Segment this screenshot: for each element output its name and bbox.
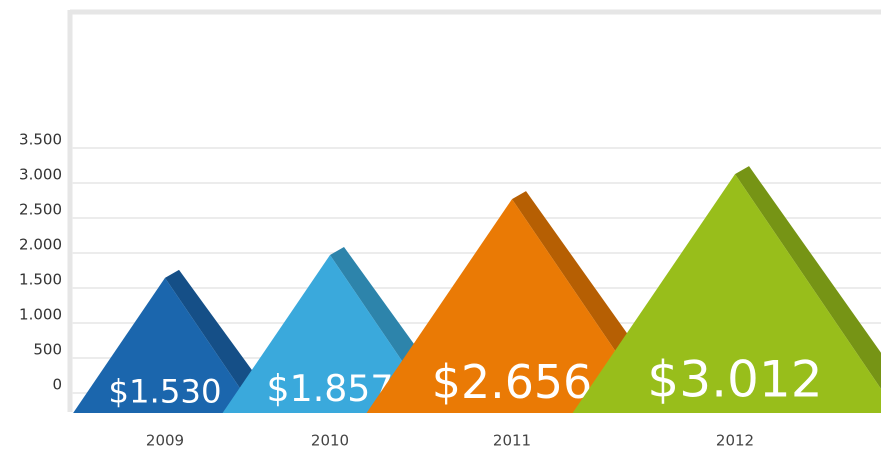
value-label: $1.530 <box>108 373 221 411</box>
pyramid-front <box>572 174 881 413</box>
value-label: $2.656 <box>432 355 592 409</box>
value-label: $1.857 <box>267 367 394 410</box>
y-tick-label: 500 <box>33 341 62 359</box>
value-label: $3.012 <box>647 349 822 408</box>
y-tick-label: 2.500 <box>19 201 62 219</box>
pyramid-front <box>222 255 438 413</box>
y-tick-label: 1.500 <box>19 271 62 289</box>
pyramid-side <box>735 166 881 389</box>
y-tick-label: 1.000 <box>19 306 62 324</box>
y-tick-label: 2.000 <box>19 236 62 254</box>
pyramid: $3.012 <box>572 166 881 413</box>
y-tick-label: 0 <box>52 376 62 394</box>
pyramid-front <box>73 277 257 413</box>
x-tick-label: 2010 <box>311 432 349 450</box>
pyramid-front <box>366 199 658 413</box>
y-tick-label: 3.000 <box>19 166 62 184</box>
y-tick-label: 3.500 <box>19 131 62 149</box>
x-tick-label: 2012 <box>716 432 754 450</box>
x-tick-label: 2011 <box>493 432 531 450</box>
x-tick-label: 2009 <box>146 432 184 450</box>
pyramid-side-shade <box>735 166 881 389</box>
